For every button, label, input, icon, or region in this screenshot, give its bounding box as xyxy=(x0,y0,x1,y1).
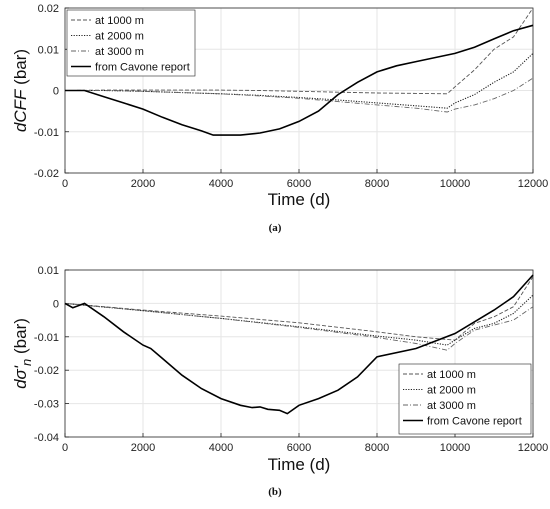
panel-a-chart: 0 2000 4000 6000 8000 10000 120000.020.010-0.0… xyxy=(11,3,548,234)
y-axis-label: dσ'n (bar) xyxy=(11,318,34,389)
x-tick-label: 2000 xyxy=(131,442,155,454)
x-tick-label: 4000 xyxy=(209,442,233,454)
x-tick-label: 12000 xyxy=(518,178,549,190)
y-tick-label: -0.01 xyxy=(34,127,59,139)
x-tick-label: 6000 xyxy=(287,178,311,190)
panel-caption: (b) xyxy=(268,486,282,498)
y-tick-label: 0.01 xyxy=(38,44,59,56)
x-tick-label: 12000 xyxy=(518,442,549,454)
series-line-at-2000-m xyxy=(65,53,534,109)
legend-label: at 2000 m xyxy=(95,31,144,43)
y-tick-label: 0 xyxy=(53,298,59,310)
series-line-at-3000-m xyxy=(65,77,534,113)
y-tick-label: -0.03 xyxy=(34,399,59,411)
x-axis-label: Time (d) xyxy=(268,190,331,209)
x-tick-label: 10000 xyxy=(440,178,471,190)
legend-label: at 3000 m xyxy=(427,400,476,412)
series-line-at-1000-m xyxy=(64,276,534,341)
x-tick-label: 0 xyxy=(62,178,68,190)
x-tick-label: 4000 xyxy=(209,178,233,190)
legend-label: at 3000 m xyxy=(95,46,144,58)
y-tick-label: -0.04 xyxy=(34,432,59,444)
x-tick-label: 0 xyxy=(62,442,68,454)
legend-label: from Cavone report xyxy=(427,416,522,428)
y-tick-label: -0.02 xyxy=(34,365,59,377)
y-tick-label: 0.01 xyxy=(38,265,59,277)
x-tick-label: 6000 xyxy=(287,442,311,454)
legend-label: from Cavone report xyxy=(95,62,190,74)
y-tick-label: 0 xyxy=(53,86,59,98)
legend-box xyxy=(66,9,196,77)
legend-label: at 1000 m xyxy=(95,15,144,27)
panel-caption: (a) xyxy=(269,222,282,234)
series-line-from-cavone-report xyxy=(65,24,534,136)
x-tick-label: 8000 xyxy=(365,442,389,454)
x-axis-label: Time (d) xyxy=(268,455,331,474)
series-line-from-cavone-report xyxy=(64,274,534,415)
legend-label: at 2000 m xyxy=(427,385,476,397)
legend-box xyxy=(398,363,532,435)
panel-b-chart: 0 2000 4000 6000 8000 10000 12000 0.01 0 -0.01 -0.… xyxy=(11,265,548,498)
series-line-at-3000-m xyxy=(64,302,534,351)
x-tick-label: 10000 xyxy=(440,442,471,454)
x-tick-label: 2000 xyxy=(131,178,155,190)
y-tick-label: -0.02 xyxy=(34,168,59,180)
x-tick-label: 8000 xyxy=(365,178,389,190)
series-line-at-1000-m xyxy=(64,7,534,95)
y-tick-label: -0.01 xyxy=(34,332,59,344)
legend-label: at 1000 m xyxy=(427,369,476,381)
y-axis-label: dCFF (bar) xyxy=(11,49,30,132)
y-tick-label: 0.02 xyxy=(38,3,59,15)
